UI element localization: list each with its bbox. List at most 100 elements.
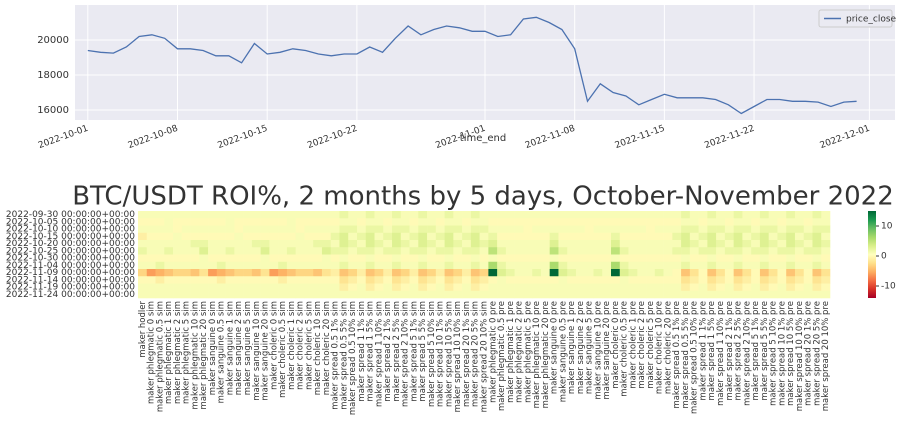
heatmap-cell: [260, 283, 270, 292]
column-label: maker choleric 1 sim: [287, 301, 297, 390]
column-label: maker spread 5 1% sim: [409, 301, 419, 402]
heatmap-cell: [339, 218, 349, 226]
heatmap-cell: [330, 269, 340, 277]
heatmap-cell: [812, 283, 822, 292]
column-label: maker choleric 2 pre: [637, 301, 647, 389]
heatmap-cell: [505, 225, 515, 234]
heatmap-cell: [707, 276, 717, 284]
heatmap-cell: [251, 218, 261, 226]
heatmap-cell: [812, 240, 822, 248]
heatmap-cell: [164, 247, 174, 255]
row-label: 2022-10-05 00:00:00+00:00: [6, 217, 135, 227]
heatmap-cell: [234, 211, 244, 219]
heatmap-cell: [777, 290, 787, 299]
heatmap-cell: [295, 269, 305, 277]
row-label: 2022-10-10 00:00:00+00:00: [6, 225, 135, 235]
heatmap-cell: [672, 218, 682, 226]
heatmap-cell: [304, 240, 314, 248]
heatmap-cell: [190, 247, 200, 255]
column-label: maker sanguine 0.5 sim: [217, 301, 227, 403]
heatmap-cell: [637, 211, 647, 219]
heatmap-cell: [497, 218, 507, 226]
heatmap-cell: [803, 283, 813, 292]
heatmap-cell: [803, 254, 813, 263]
heatmap-cell: [435, 290, 445, 299]
heatmap-cell: [593, 254, 603, 263]
heatmap-cell: [470, 240, 480, 248]
heatmap-cell: [707, 211, 717, 219]
heatmap-cell: [584, 261, 594, 270]
heatmap-cell: [672, 276, 682, 284]
heatmap-cell: [821, 269, 831, 277]
heatmap-cell: [497, 225, 507, 234]
heatmap-cell: [225, 261, 235, 270]
heatmap-cell: [146, 240, 156, 248]
heatmap-cell: [540, 240, 550, 248]
heatmap-cell: [374, 240, 384, 248]
heatmap-cell: [532, 247, 542, 255]
heatmap-cell: [173, 225, 183, 234]
heatmap-cell: [646, 218, 656, 226]
heatmap-cell: [602, 211, 612, 219]
heatmap-cell: [672, 240, 682, 248]
heatmap-cell: [453, 247, 463, 255]
heatmap-cell: [216, 232, 226, 241]
heatmap-cell: [523, 211, 533, 219]
heatmap-cell: [663, 254, 673, 263]
heatmap-cell: [759, 240, 769, 248]
heatmap-cell: [733, 247, 743, 255]
heatmap-cell: [348, 290, 358, 299]
column-label: maker sanguine 20 sim: [261, 301, 271, 401]
heatmap-cell: [672, 225, 682, 234]
heatmap-cell: [243, 225, 253, 234]
heatmap-cell: [225, 290, 235, 299]
column-label: maker phlegmatic 20 pre: [541, 301, 551, 408]
y-tick-label: 18000: [37, 70, 69, 81]
heatmap-cell: [751, 247, 761, 255]
heatmap-cell: [225, 232, 235, 241]
heatmap-cell: [164, 254, 174, 263]
heatmap-cell: [400, 290, 410, 299]
heatmap-cell: [138, 276, 148, 284]
heatmap-cell: [707, 225, 717, 234]
heatmap-cell: [321, 232, 332, 241]
heatmap-cell: [751, 225, 761, 234]
heatmap-cell: [453, 283, 463, 292]
heatmap-cell: [637, 240, 647, 248]
column-label: maker spread 0.5 1% pre: [672, 301, 682, 409]
heatmap-cell: [164, 283, 174, 292]
heatmap-cell: [716, 283, 726, 292]
heatmap-cell: [208, 225, 218, 234]
heatmap-cell: [558, 290, 568, 299]
heatmap-cell: [392, 232, 402, 241]
heatmap-cell: [330, 276, 340, 284]
heatmap-cell: [199, 283, 209, 292]
heatmap-cell: [812, 225, 822, 234]
heatmap-cell: [251, 261, 261, 270]
heatmap-cell: [427, 225, 437, 234]
heatmap-cell: [575, 283, 586, 292]
heatmap-cell: [383, 290, 393, 299]
heatmap-cell: [462, 254, 472, 263]
heatmap-cell: [462, 290, 472, 299]
heatmap-cell: [514, 261, 524, 270]
heatmap-cell: [435, 261, 445, 270]
heatmap-cell: [453, 232, 463, 241]
heatmap-cell: [567, 261, 577, 270]
heatmap-cell: [181, 290, 191, 299]
heatmap-cell: [304, 218, 314, 226]
column-label: maker sanguine 10 pre: [593, 301, 603, 399]
heatmap-cell: [374, 283, 384, 292]
heatmap-cell: [435, 247, 445, 255]
heatmap-cell: [628, 269, 638, 277]
row-label: 2022-11-14 00:00:00+00:00: [6, 275, 135, 285]
heatmap-cell: [348, 211, 358, 219]
heatmap-cell: [505, 247, 515, 255]
heatmap-cell: [637, 225, 647, 234]
heatmap-cell: [269, 290, 279, 299]
heatmap-cell: [602, 240, 612, 248]
heatmap-cell: [575, 218, 586, 226]
heatmap-cell: [689, 247, 699, 255]
heatmap-cell: [260, 254, 270, 263]
